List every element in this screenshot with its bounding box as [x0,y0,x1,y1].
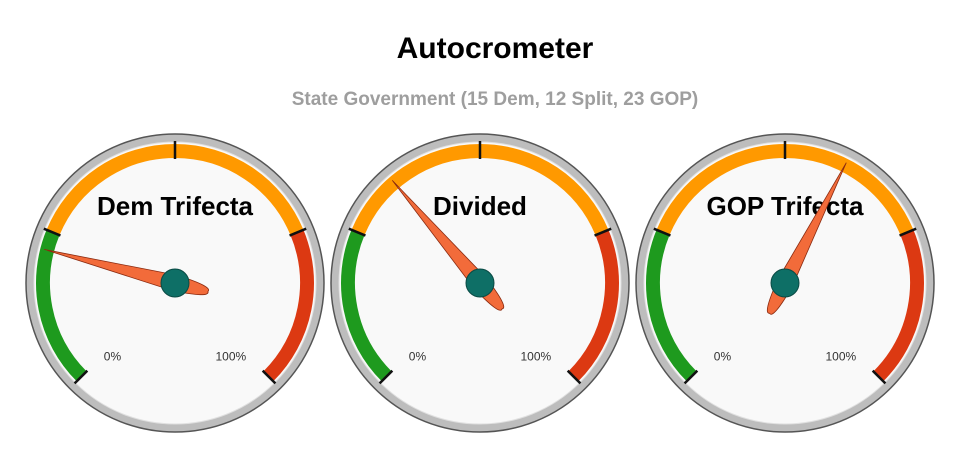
tick-mark [594,227,612,237]
needle-hub [770,268,800,298]
needle-hub [160,268,190,298]
gauge-band [873,229,924,382]
tick-mark [683,369,699,385]
chart-subtitle: State Government (15 Dem, 12 Split, 23 G… [292,89,699,110]
needle-hub [465,268,495,298]
gauge-band [341,229,392,382]
tick-mark [73,369,89,385]
gauge-label: Dem Trifecta [97,191,254,221]
tick-label: 100% [520,349,551,363]
tick-mark [261,369,277,385]
tick-label: 100% [215,349,246,363]
tick-mark [871,369,887,385]
gauge-band [568,229,619,382]
gauge-label: GOP Trifecta [706,191,864,221]
chart-title: Autocrometer [397,32,594,65]
tick-label: 0% [104,349,122,363]
tick-mark [899,227,917,237]
tick-label: 0% [714,349,732,363]
gauge-label: Divided [433,191,527,221]
tick-mark [653,227,671,237]
tick-label: 100% [825,349,856,363]
tick-mark [348,227,366,237]
gauge-band [36,229,87,382]
gauge-band [646,229,697,382]
tick-mark [43,227,61,237]
tick-label: 0% [409,349,427,363]
tick-mark [566,369,582,385]
gauge-band [263,229,314,382]
tick-mark [289,227,307,237]
tick-mark [378,369,394,385]
